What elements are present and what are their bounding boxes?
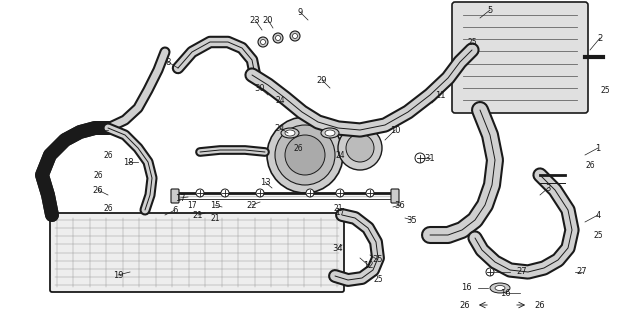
Text: 30: 30 <box>255 84 266 92</box>
Text: 18: 18 <box>123 157 133 166</box>
Text: 24: 24 <box>275 124 285 132</box>
Circle shape <box>196 189 204 197</box>
Text: 17: 17 <box>335 207 345 217</box>
Text: 13: 13 <box>260 178 270 187</box>
Text: 29: 29 <box>317 76 327 84</box>
Text: 22: 22 <box>247 201 257 210</box>
Text: 3: 3 <box>545 183 550 193</box>
Ellipse shape <box>258 37 268 47</box>
Text: 25: 25 <box>372 255 383 265</box>
Text: 24: 24 <box>275 95 285 105</box>
Circle shape <box>221 189 229 197</box>
Text: 26: 26 <box>460 300 470 309</box>
Circle shape <box>346 134 374 162</box>
Text: 27: 27 <box>516 268 527 276</box>
Text: 4: 4 <box>595 211 600 220</box>
Text: 7: 7 <box>39 180 45 189</box>
Text: 21: 21 <box>193 211 204 220</box>
Text: 17: 17 <box>187 201 197 210</box>
Text: 26: 26 <box>293 143 303 153</box>
Text: 26: 26 <box>534 300 545 309</box>
Text: 23: 23 <box>250 15 260 25</box>
FancyBboxPatch shape <box>391 189 399 203</box>
Text: 26: 26 <box>585 161 595 170</box>
Ellipse shape <box>490 283 510 293</box>
Ellipse shape <box>285 130 295 136</box>
Text: 26: 26 <box>93 171 103 180</box>
FancyBboxPatch shape <box>171 189 179 203</box>
Text: 25: 25 <box>373 276 383 284</box>
Ellipse shape <box>292 34 298 38</box>
Circle shape <box>366 189 374 197</box>
Text: 35: 35 <box>406 215 417 225</box>
Circle shape <box>338 126 382 170</box>
Text: 36: 36 <box>395 201 405 210</box>
Ellipse shape <box>281 128 299 138</box>
Text: 25: 25 <box>467 37 477 46</box>
Text: 15: 15 <box>210 201 220 210</box>
Text: 25: 25 <box>593 230 603 239</box>
Ellipse shape <box>325 130 335 136</box>
Circle shape <box>336 189 344 197</box>
Circle shape <box>256 189 264 197</box>
Text: 25: 25 <box>600 85 610 94</box>
FancyBboxPatch shape <box>50 213 344 292</box>
Circle shape <box>285 135 325 175</box>
Ellipse shape <box>495 285 505 291</box>
Text: 21: 21 <box>211 213 220 222</box>
Text: 26: 26 <box>93 186 103 195</box>
Ellipse shape <box>321 128 339 138</box>
Text: 16: 16 <box>461 284 472 292</box>
Circle shape <box>486 268 494 276</box>
Ellipse shape <box>275 36 280 41</box>
FancyBboxPatch shape <box>452 2 588 113</box>
Text: 10: 10 <box>390 125 400 134</box>
Text: 17: 17 <box>175 194 186 203</box>
Text: 2: 2 <box>597 34 603 43</box>
Text: 1: 1 <box>595 143 600 153</box>
Text: 8: 8 <box>165 58 171 67</box>
Text: 20: 20 <box>263 15 273 25</box>
Circle shape <box>267 117 343 193</box>
Text: 11: 11 <box>435 91 445 100</box>
Text: 12: 12 <box>363 260 373 269</box>
Text: 16: 16 <box>500 289 510 298</box>
Ellipse shape <box>290 31 300 41</box>
Circle shape <box>415 153 425 163</box>
Text: 5: 5 <box>488 5 493 14</box>
Text: 21: 21 <box>333 204 343 212</box>
Text: 14: 14 <box>93 125 103 134</box>
Text: 34: 34 <box>333 244 343 252</box>
Text: 26: 26 <box>103 150 113 159</box>
Text: 24: 24 <box>335 150 345 159</box>
Text: 31: 31 <box>425 154 435 163</box>
Text: 26: 26 <box>103 204 113 212</box>
Text: 9: 9 <box>298 7 303 17</box>
Circle shape <box>275 125 335 185</box>
Text: 27: 27 <box>577 268 588 276</box>
Text: 19: 19 <box>113 270 124 279</box>
Ellipse shape <box>260 39 266 44</box>
Text: 6: 6 <box>172 205 178 214</box>
Circle shape <box>306 189 314 197</box>
Ellipse shape <box>273 33 283 43</box>
